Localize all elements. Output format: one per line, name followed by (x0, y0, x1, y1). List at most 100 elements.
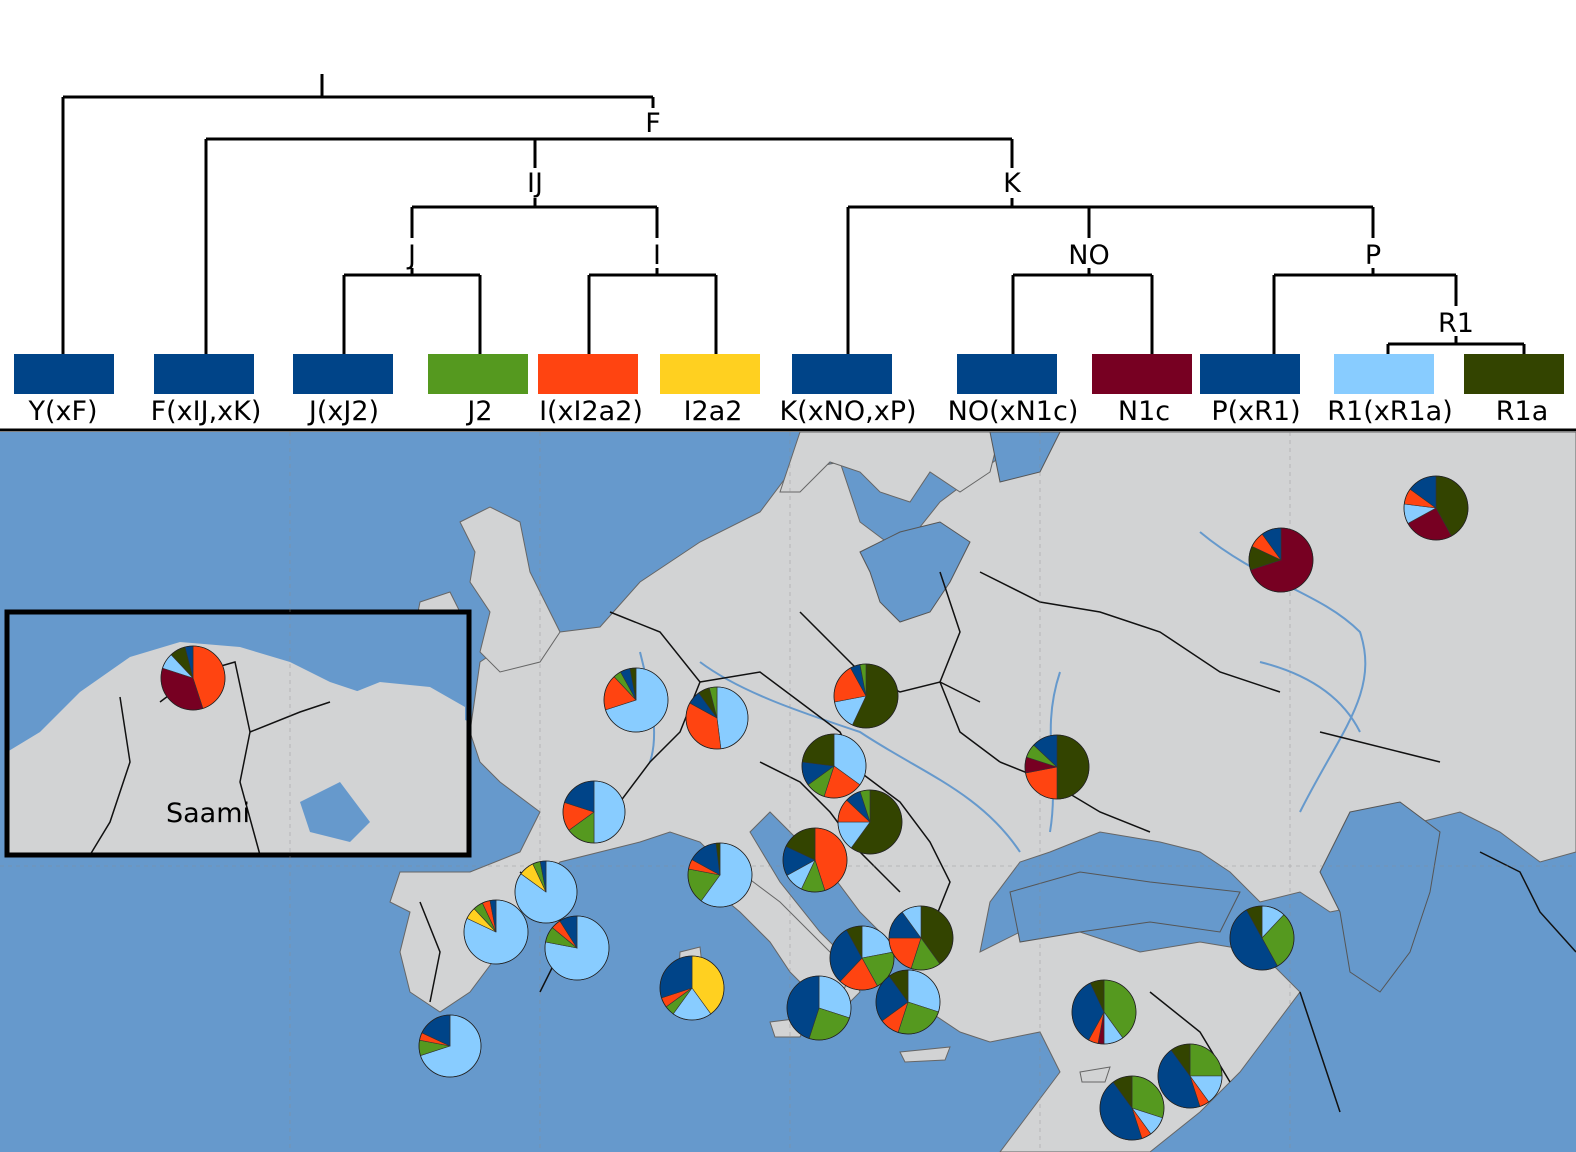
white-sea (300, 782, 370, 842)
pie-volga (1403, 475, 1469, 541)
pie-outline (1403, 475, 1469, 541)
pie-netherlands (603, 667, 669, 733)
pie-bulgaria (888, 905, 954, 971)
legend-swatch-y-xf (14, 354, 114, 394)
node-label-i: I (653, 240, 661, 271)
pie-iberia-north (463, 899, 529, 965)
pie-caucasus (1229, 905, 1295, 971)
pie-ukraine (1024, 734, 1090, 800)
legend-swatch-i2a2 (660, 354, 760, 394)
legend-label-r1a: R1a (1496, 396, 1548, 427)
legend-swatch-n1c (1092, 354, 1192, 394)
legend-swatch-i-xi2a2 (538, 354, 638, 394)
legend-label-y-xf: Y(xF) (27, 396, 97, 427)
pie-levant (1099, 1075, 1165, 1141)
legend-swatch-p-xr1 (1200, 354, 1300, 394)
pie-italy-south (786, 975, 852, 1041)
pie-outline (603, 667, 669, 733)
legend-label-i2a2: I2a2 (684, 396, 743, 427)
cyprus (1079, 1066, 1111, 1083)
pie-anatolia (1071, 979, 1137, 1045)
pie-outline (1099, 1075, 1165, 1141)
don-river (1259, 661, 1361, 733)
legend-label-r1-xr1a: R1(xR1a) (1327, 396, 1452, 427)
pie-germany (685, 686, 749, 750)
saami-inset: Saami (4, 609, 472, 858)
europe-map: Saami (0, 432, 1576, 1152)
pie-outline (837, 789, 903, 855)
great-britain (459, 506, 561, 673)
inset-label-saami: Saami (166, 798, 250, 829)
pie-austria-hungary (837, 789, 903, 855)
legend-swatch-r1a (1464, 354, 1564, 394)
pie-outline (514, 860, 578, 924)
legend-label-f-xij-xk: F(xIJ,xK) (151, 396, 262, 427)
kola-peninsula (320, 682, 465, 812)
graticule (0, 432, 1576, 1152)
pie-outline (685, 686, 749, 750)
caspian-sea (1319, 801, 1441, 993)
node-label-p: P (1365, 240, 1381, 271)
pie-catalonia (544, 915, 610, 981)
pie-outline (1024, 734, 1090, 800)
node-label-ij: IJ (527, 168, 543, 199)
pie-serbia (829, 925, 895, 991)
pie-outline (875, 969, 941, 1035)
pie-syria (1157, 1043, 1223, 1109)
pie-france-south (514, 860, 578, 924)
scandinavia (779, 432, 1001, 503)
pie-outline (160, 645, 226, 711)
pie-czech (801, 733, 867, 799)
legend-swatch-no-xn1c (957, 354, 1057, 394)
node-label-j: J (406, 240, 416, 271)
pie-outline (659, 955, 725, 1021)
legend-swatch-j2 (428, 354, 528, 394)
inland-seas (859, 432, 1441, 993)
danube-river (699, 661, 1021, 853)
pie-russia-north (1248, 527, 1314, 593)
pie-outline (418, 1014, 482, 1078)
pie-outline (829, 925, 895, 991)
node-label-no: NO (1068, 240, 1109, 271)
tree-branches (61, 74, 1526, 354)
pie-saami (160, 645, 226, 711)
legend-label-i-xi2a2: I(xI2a2) (539, 396, 643, 427)
pie-outline (888, 905, 954, 971)
pie-poland (833, 663, 899, 729)
legend-swatch-k-xno-xp (792, 354, 892, 394)
legend-label-p-xr1: P(xR1) (1211, 396, 1300, 427)
pie-outline (782, 827, 848, 893)
pie-outline (463, 899, 529, 965)
tree-node-labels: F IJ K J I NO P R1 (406, 108, 1474, 339)
pie-outline (562, 780, 626, 844)
legend-label-j-xj2: J(xJ2) (307, 396, 379, 427)
pie-outline (1229, 905, 1295, 971)
pie-iberia-south (418, 1014, 482, 1078)
baltic-sea (859, 521, 971, 623)
legend-label-n1c: N1c (1118, 396, 1170, 427)
pie-switzerland-italy (687, 842, 753, 908)
pie-france (562, 780, 626, 844)
legend-label-k-xno-xp: K(xNO,xP) (779, 396, 916, 427)
legend-label-j2: J2 (465, 396, 492, 427)
haplogroup-legend (0, 354, 1576, 432)
pie-croatia (782, 827, 848, 893)
haplogroup-legend-labels: Y(xF) F(xIJ,xK) J(xJ2) J2 I(xI2a2) I2a2 … (27, 396, 1548, 427)
pie-charts (160, 475, 1469, 1141)
inset-frame (4, 609, 472, 858)
pie-outline (833, 663, 899, 729)
legend-swatch-r1-xr1a (1334, 354, 1434, 394)
pie-outline (786, 975, 852, 1041)
legend-swatch-j-xj2 (293, 354, 393, 394)
node-label-f: F (645, 108, 661, 139)
pie-outline (801, 733, 867, 799)
haplogroup-tree: F IJ K J I NO P R1 Y(xF) F(xIJ,xK) J(xJ2… (0, 74, 1576, 432)
pie-outline (687, 842, 753, 908)
crete (899, 1046, 951, 1063)
pie-outline (544, 915, 610, 981)
pie-outline (1248, 527, 1314, 593)
pie-outline (1157, 1043, 1223, 1109)
pie-sardinia (659, 955, 725, 1021)
legend-swatch-f-xij-xk (154, 354, 254, 394)
pie-outline (1071, 979, 1137, 1045)
